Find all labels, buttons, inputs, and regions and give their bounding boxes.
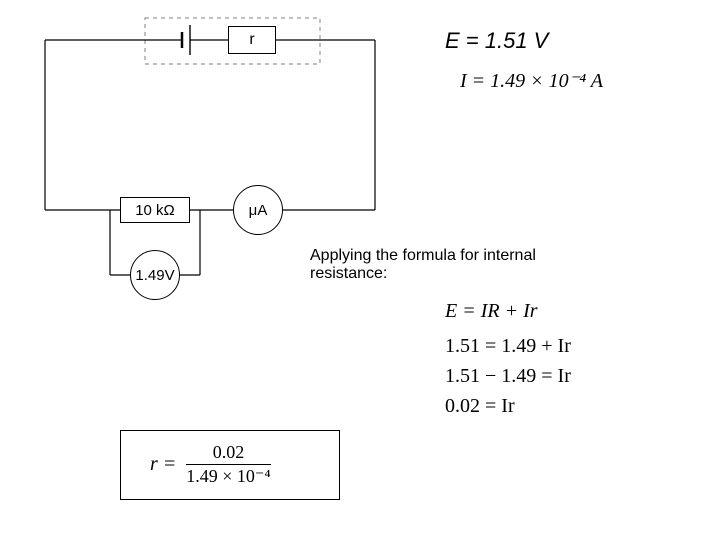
applying-text: Applying the formula for internal resist… [310, 247, 610, 283]
resistor-label: 10 kΩ [135, 202, 175, 219]
result-formula: r = 0.02 1.49 × 10⁻⁴ [150, 443, 275, 486]
r-label: r [249, 31, 254, 49]
internal-resistance-box: r [228, 26, 276, 54]
eq-2: 1.51 = 1.49 + Ir [445, 335, 571, 357]
eq-3: 1.51 − 1.49 = Ir [445, 365, 571, 388]
result-numerator: 0.02 [213, 443, 245, 462]
eq-4: 0.02 = Ir [445, 395, 515, 418]
result-lhs: r = [150, 453, 176, 476]
stage: r 10 kΩ μA 1.49V E = 1.51 V I = 1.49 × 1… [0, 0, 720, 540]
ammeter: μA [233, 185, 283, 235]
ammeter-label: μA [249, 202, 268, 219]
current-value: I = 1.49 × 10⁻⁴ A [460, 68, 603, 93]
resistor-box: 10 kΩ [120, 197, 190, 223]
voltmeter-label: 1.49V [135, 267, 174, 284]
fraction-bar [186, 464, 270, 465]
voltmeter: 1.49V [130, 250, 180, 300]
emf-value: E = 1.51 V [445, 28, 548, 54]
eq-1: E = IR + Ir [445, 300, 538, 323]
result-denominator: 1.49 × 10⁻⁴ [186, 467, 270, 486]
